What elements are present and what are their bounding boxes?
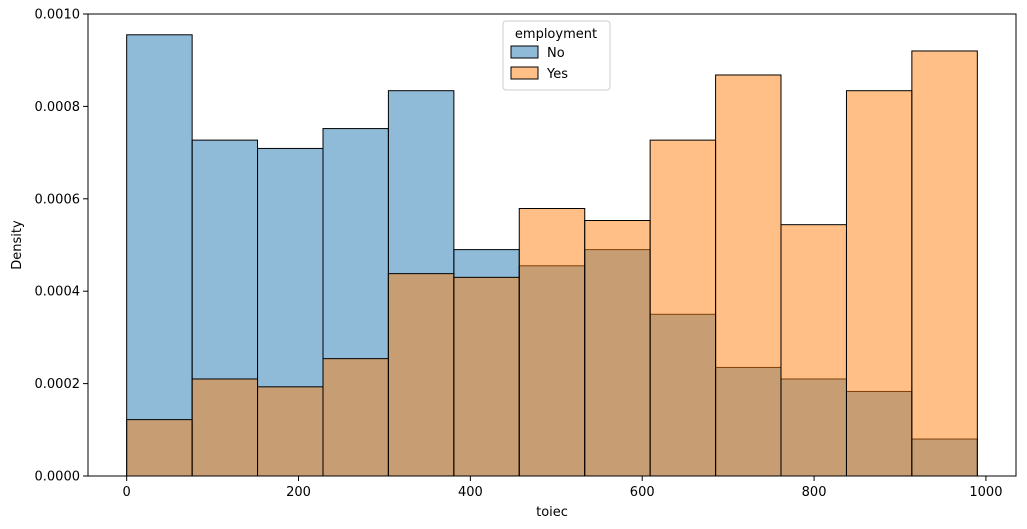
bar-yes-11 xyxy=(845,90,913,477)
y-tick-label: 0.0008 xyxy=(35,100,81,115)
bar-yes-5 xyxy=(453,276,520,477)
bar-no-0 xyxy=(126,34,193,477)
bar-yes-3 xyxy=(322,358,389,477)
x-axis-ticks: 0 200 400 600 800 1000 xyxy=(123,476,1002,500)
bar-yes-6 xyxy=(518,208,586,477)
legend-label-no: No xyxy=(547,46,565,61)
bar-yes-12 xyxy=(911,50,978,477)
bar-yes-9 xyxy=(715,74,782,477)
bar-yes-1 xyxy=(191,378,259,477)
x-axis-label: toiec xyxy=(536,505,568,520)
x-tick-label: 0 xyxy=(123,485,131,500)
bar-yes-2 xyxy=(257,386,324,477)
y-axis-ticks: 0.0000 0.0002 0.0004 0.0006 0.0008 0.0010 xyxy=(35,8,88,485)
y-tick-label: 0.0004 xyxy=(35,285,81,300)
y-axis-label: Density xyxy=(10,220,25,270)
bar-yes-10 xyxy=(780,224,847,477)
y-tick-label: 0.0002 xyxy=(35,377,81,392)
x-tick-label: 600 xyxy=(630,485,655,500)
legend-swatch-no xyxy=(510,45,539,59)
legend: employment No Yes xyxy=(502,20,611,91)
legend-swatch-yes xyxy=(510,66,539,80)
x-tick-label: 400 xyxy=(458,485,483,500)
bar-yes-7 xyxy=(584,220,651,477)
legend-title: employment xyxy=(515,27,597,42)
series-yes-bars xyxy=(126,50,978,477)
y-tick-label: 0.0006 xyxy=(35,192,81,207)
bar-yes-4 xyxy=(387,273,455,477)
bar-yes-8 xyxy=(649,139,717,477)
bar-yes-0 xyxy=(126,419,193,477)
x-tick-label: 200 xyxy=(286,485,311,500)
x-tick-label: 1000 xyxy=(969,485,1002,500)
y-tick-label: 0.0010 xyxy=(35,8,81,23)
legend-label-yes: Yes xyxy=(546,67,568,82)
x-tick-label: 800 xyxy=(802,485,827,500)
plot-frame xyxy=(87,13,1017,477)
y-tick-label: 0.0000 xyxy=(35,470,81,485)
